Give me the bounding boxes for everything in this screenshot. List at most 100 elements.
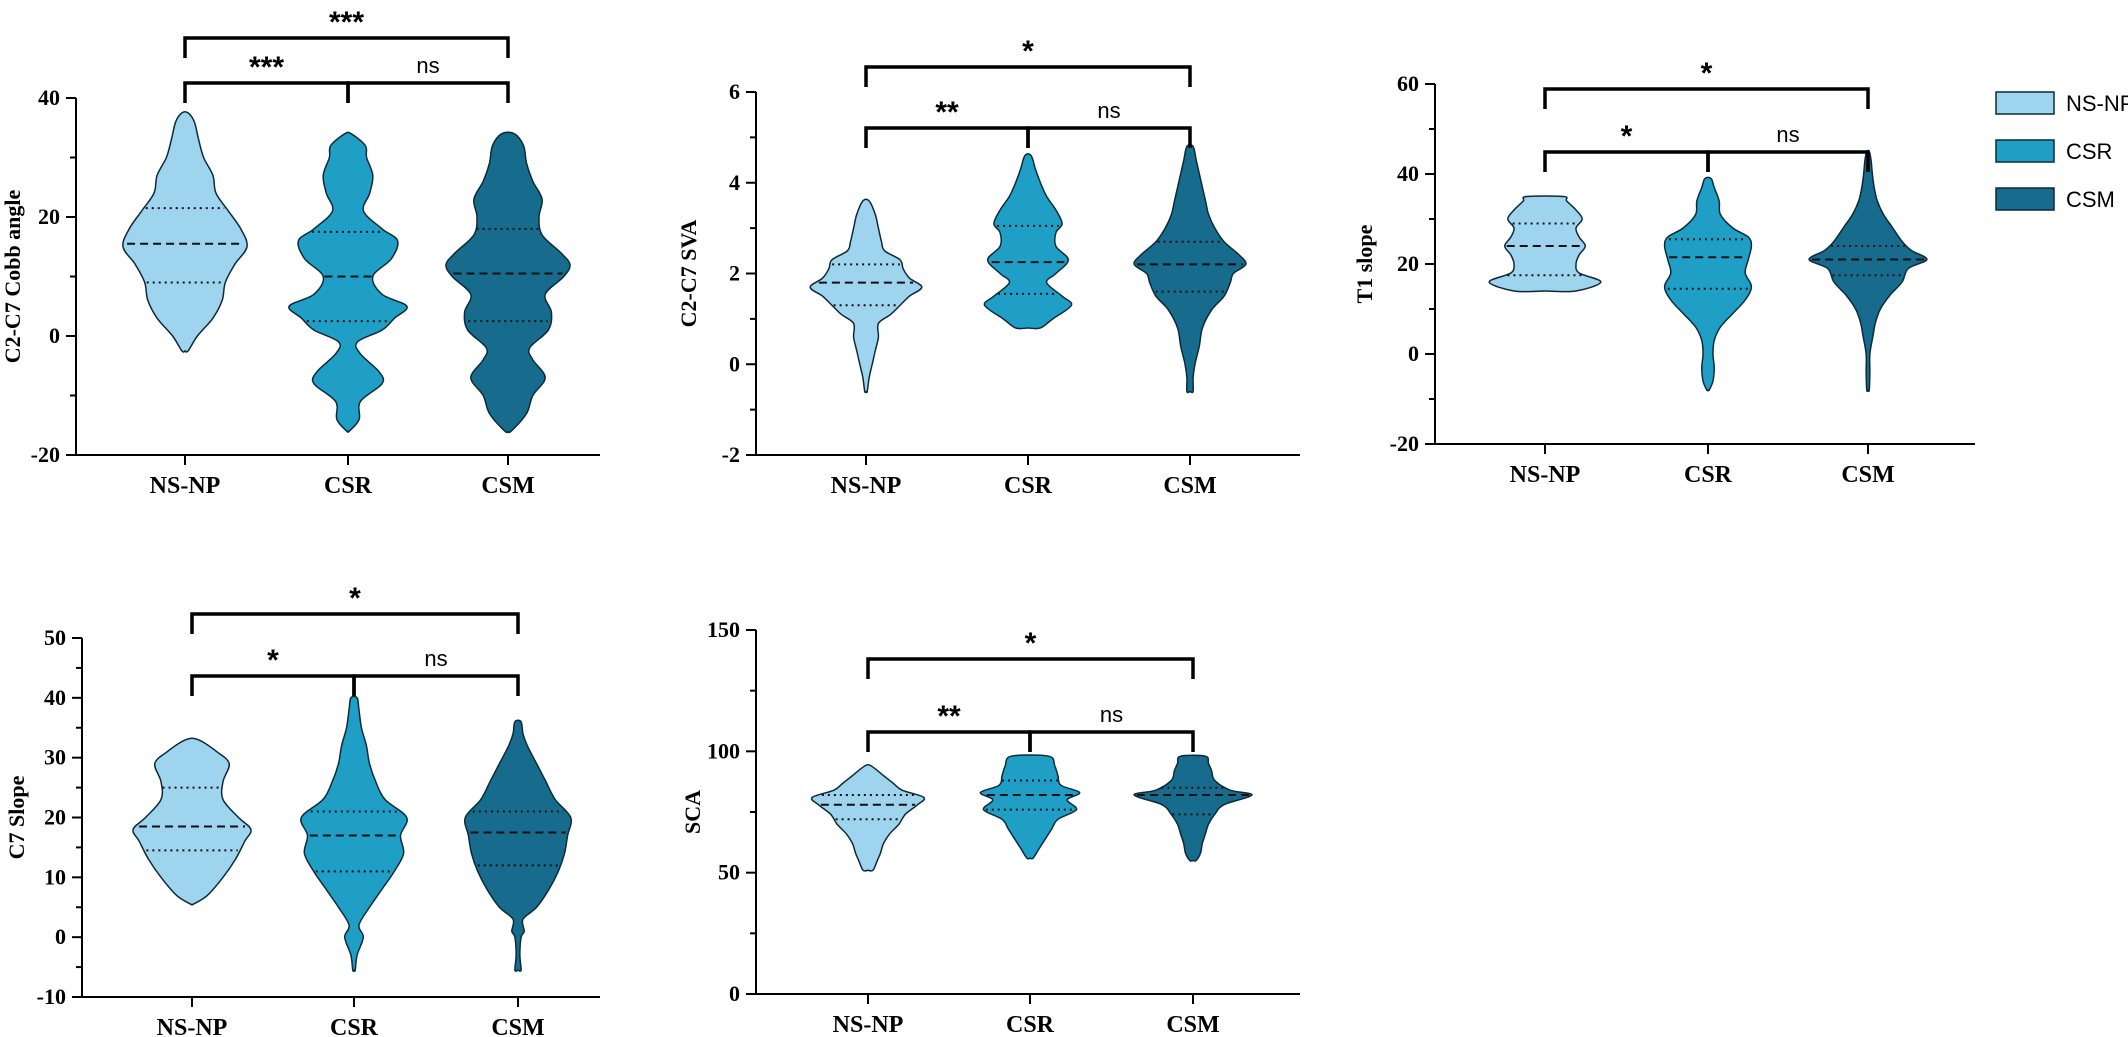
significance-label: * bbox=[1025, 627, 1037, 660]
significance-bracket bbox=[864, 65, 1192, 87]
violin-csm bbox=[1133, 754, 1253, 862]
y-tick-label: 40 bbox=[1397, 161, 1419, 186]
y-tick-label: 20 bbox=[44, 805, 66, 830]
significance-bracket bbox=[183, 81, 350, 103]
significance-bracket bbox=[1543, 87, 1870, 109]
significance-label: ns bbox=[1097, 98, 1120, 123]
y-tick-label: 60 bbox=[1397, 71, 1419, 96]
y-axis-title: T1 slope bbox=[1352, 224, 1377, 303]
y-tick-label: 0 bbox=[55, 924, 66, 949]
x-tick-label: CSM bbox=[1163, 473, 1216, 499]
y-tick-label: 0 bbox=[1408, 341, 1419, 366]
chart-panel-1: -20 0 20 40 C2-C7 Cobb angle NS-NP CSR CSM *** ns… bbox=[0, 6, 600, 499]
violin-csm bbox=[1808, 149, 1928, 393]
y-tick-label: 0 bbox=[729, 981, 740, 1006]
violin-csr bbox=[300, 695, 408, 972]
significance-bracket bbox=[346, 81, 510, 103]
y-tick-label: 50 bbox=[44, 625, 66, 650]
significance-label: ns bbox=[424, 646, 447, 671]
significance-bracket bbox=[190, 674, 356, 696]
significance-bracket bbox=[183, 36, 510, 58]
x-tick-label: CSM bbox=[481, 473, 534, 499]
legend-label: CSM bbox=[2066, 187, 2115, 212]
x-tick-label: CSR bbox=[324, 473, 373, 499]
significance-label: ns bbox=[1776, 122, 1799, 147]
legend-label: CSR bbox=[2066, 139, 2112, 164]
y-tick-label: 40 bbox=[44, 685, 66, 710]
y-tick-label: 0 bbox=[729, 351, 740, 376]
significance-bracket bbox=[352, 674, 520, 696]
significance-bracket bbox=[1028, 730, 1195, 752]
y-tick-label: 40 bbox=[38, 85, 60, 110]
y-tick-label: 30 bbox=[44, 745, 66, 770]
chart-panel-5: 0 50 100 150 SCA NS-NP CSR CSM ** ns * bbox=[680, 617, 1300, 1037]
significance-label: *** bbox=[329, 6, 364, 39]
x-tick-label: CSR bbox=[1004, 473, 1053, 499]
significance-label: ns bbox=[416, 53, 439, 78]
significance-label: ** bbox=[935, 96, 959, 129]
significance-bracket bbox=[190, 612, 520, 634]
violin-ns-np bbox=[122, 111, 248, 353]
chart-panel-3: -20 0 20 40 60 T1 slope NS-NP CSR CSM * ns * bbox=[1352, 57, 1975, 488]
x-tick-label: NS-NP bbox=[833, 1012, 904, 1037]
x-tick-label: CSM bbox=[1841, 462, 1894, 488]
y-tick-label: -20 bbox=[1390, 431, 1419, 456]
x-tick-label: CSM bbox=[491, 1015, 544, 1037]
x-tick-label: NS-NP bbox=[157, 1015, 228, 1037]
chart-panel-4: -10 0 10 20 30 40 50 C7 Slope NS-NP CSR CSM * ns * bbox=[4, 582, 600, 1037]
violin-csm bbox=[445, 131, 571, 434]
x-tick-label: CSR bbox=[330, 1015, 379, 1037]
violin-csm bbox=[464, 719, 572, 972]
legend-swatch-csr bbox=[1995, 139, 2055, 163]
x-tick-label: NS-NP bbox=[1510, 462, 1581, 488]
y-tick-label: 20 bbox=[1397, 251, 1419, 276]
violin-csr bbox=[979, 754, 1081, 860]
legend: NS-NP CSR CSM bbox=[1995, 91, 2128, 212]
violin-ns-np bbox=[810, 763, 926, 872]
y-axis-title: C7 Slope bbox=[4, 775, 29, 859]
significance-label: * bbox=[1701, 57, 1713, 90]
significance-label: * bbox=[1022, 35, 1034, 68]
significance-label: * bbox=[1621, 120, 1633, 153]
x-tick-label: CSM bbox=[1166, 1012, 1219, 1037]
significance-bracket bbox=[866, 730, 1032, 752]
violin-ns-np bbox=[132, 737, 252, 906]
x-tick-label: NS-NP bbox=[150, 473, 221, 499]
y-tick-label: 150 bbox=[707, 617, 740, 642]
y-tick-label: 50 bbox=[718, 860, 740, 885]
y-tick-label: 2 bbox=[729, 261, 740, 286]
significance-label: * bbox=[349, 582, 361, 615]
y-tick-label: 6 bbox=[729, 79, 740, 104]
x-tick-label: CSR bbox=[1684, 462, 1733, 488]
violin-ns-np bbox=[1488, 195, 1602, 293]
violin-ns-np bbox=[809, 198, 923, 394]
violin-csr bbox=[1663, 176, 1753, 392]
x-tick-label: NS-NP bbox=[831, 473, 902, 499]
significance-label: *** bbox=[249, 51, 284, 84]
x-tick-label: CSR bbox=[1006, 1012, 1055, 1037]
violin-csr bbox=[983, 153, 1073, 330]
y-tick-label: -20 bbox=[31, 442, 60, 467]
violin-csr bbox=[288, 131, 408, 433]
y-tick-label: -2 bbox=[722, 442, 740, 467]
significance-bracket bbox=[864, 126, 1030, 148]
y-tick-label: 10 bbox=[44, 864, 66, 889]
legend-swatch-csm bbox=[1995, 187, 2055, 211]
chart-panel-2: -2 0 2 4 6 C2-C7 SVA NS-NP CSR CSM ** ns * bbox=[676, 35, 1300, 499]
significance-bracket bbox=[1543, 150, 1710, 172]
y-tick-label: 100 bbox=[707, 738, 740, 763]
y-axis-title: SCA bbox=[680, 790, 705, 834]
y-tick-label: -10 bbox=[37, 984, 66, 1009]
significance-bracket bbox=[1706, 150, 1870, 172]
legend-swatch-ns-np bbox=[1995, 91, 2055, 115]
y-axis-title: C2-C7 SVA bbox=[676, 220, 701, 328]
significance-bracket bbox=[866, 657, 1195, 679]
y-tick-label: 20 bbox=[38, 204, 60, 229]
y-axis-title: C2-C7 Cobb angle bbox=[0, 189, 25, 363]
y-tick-label: 4 bbox=[729, 170, 740, 195]
y-tick-label: 0 bbox=[49, 323, 60, 348]
violin-csm bbox=[1133, 144, 1247, 394]
legend-label: NS-NP bbox=[2066, 91, 2128, 116]
significance-label: * bbox=[267, 644, 279, 677]
